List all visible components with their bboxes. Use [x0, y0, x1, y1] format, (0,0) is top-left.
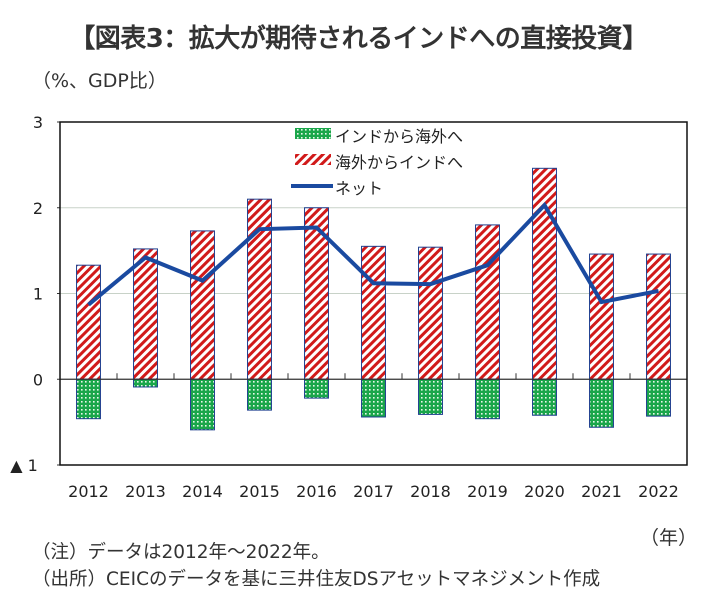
- x-tick-label: 2013: [125, 482, 166, 501]
- x-tick-label: 2017: [353, 482, 394, 501]
- bar-outward: [304, 378, 329, 399]
- x-tick-label: 2019: [467, 482, 508, 501]
- bar-inward: [475, 224, 500, 380]
- bar-outward: [361, 378, 386, 418]
- legend-swatch-outward: [295, 128, 331, 139]
- x-tick-label: 2018: [410, 482, 451, 501]
- chart-title: 【図表3：拡大が期待されるインドへの直接投資】: [69, 24, 648, 54]
- x-axis-unit-label: （年）: [640, 527, 698, 549]
- legend-label-inward: 海外からインドへ: [335, 153, 463, 172]
- x-tick-label: 2016: [296, 482, 337, 501]
- x-tick-label: 2015: [239, 482, 280, 501]
- bar-outward: [418, 378, 443, 415]
- legend-label-net: ネット: [335, 179, 383, 198]
- bar-outward: [532, 378, 557, 416]
- note-text: （注）データは2012年～2022年。: [32, 542, 330, 563]
- bar-inward: [646, 253, 671, 380]
- bar-outward: [190, 378, 215, 431]
- x-tick-label: 2020: [524, 482, 565, 501]
- bar-outward: [589, 378, 614, 428]
- x-tick-label: 2022: [638, 482, 679, 501]
- plot-frame: [59, 121, 688, 466]
- legend-swatch-inward: [295, 154, 331, 165]
- y-tick-label: 2: [33, 199, 43, 218]
- bar-inward: [76, 264, 101, 380]
- bar-outward: [247, 378, 272, 411]
- bar-outward: [76, 378, 101, 420]
- y-tick-label: ▲ 1: [10, 456, 38, 475]
- bar-inward: [247, 198, 272, 380]
- bar-inward: [190, 230, 215, 380]
- y-tick-label: 3: [33, 113, 43, 132]
- y-tick-label: 1: [33, 285, 43, 304]
- bar-outward: [475, 378, 500, 420]
- legend-label-outward: インドから海外へ: [335, 127, 463, 146]
- source-text: （出所）CEICのデータを基に三井住友DSアセットマネジメント作成: [32, 569, 601, 590]
- bar-inward: [532, 167, 557, 380]
- bar-outward: [133, 378, 158, 388]
- bar-inward: [418, 246, 443, 380]
- x-tick-label: 2021: [581, 482, 622, 501]
- y-tick-label: 0: [33, 370, 43, 389]
- x-tick-label: 2014: [182, 482, 223, 501]
- bar-inward: [589, 253, 614, 380]
- bar-inward: [361, 245, 386, 380]
- y-axis-unit-label: （%、GDP比）: [32, 70, 167, 92]
- bar-outward: [646, 378, 671, 417]
- x-tick-label: 2012: [68, 482, 109, 501]
- bar-inward: [133, 248, 158, 380]
